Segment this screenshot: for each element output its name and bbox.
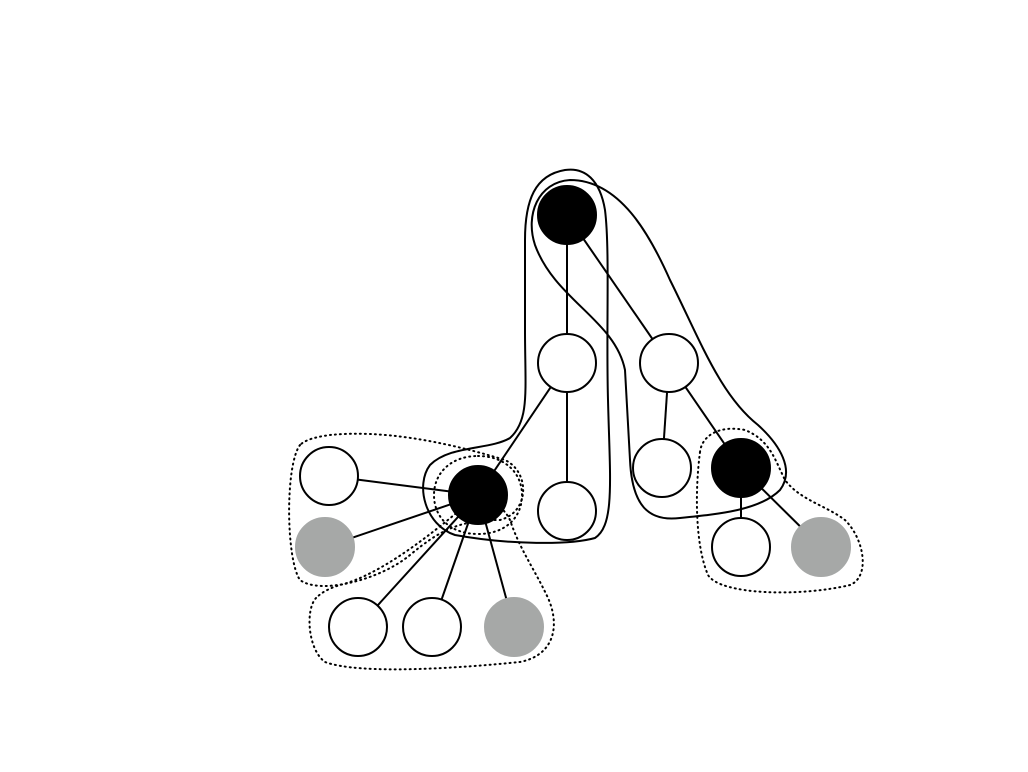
node-n4-black: [448, 465, 508, 525]
edge-n4-n8: [357, 478, 450, 493]
node-n5-white: [537, 481, 597, 541]
edges-layer: [352, 238, 802, 607]
edge-n2-n4: [493, 386, 552, 472]
regions-layer: [288, 168, 864, 671]
node-n13-white: [711, 517, 771, 577]
region-r6: [432, 454, 524, 536]
node-n3-white: [639, 333, 699, 393]
node-n1-black: [537, 185, 597, 245]
edge-n3-n6: [662, 391, 669, 440]
region-r5: [695, 427, 864, 594]
edge-n1-n3: [582, 238, 654, 340]
node-n10-white: [328, 597, 388, 657]
edge-n3-n7: [684, 386, 726, 445]
node-n9-gray: [295, 517, 355, 577]
edge-n4-n10: [376, 515, 460, 607]
region-r4: [308, 500, 555, 671]
nodes-layer: [295, 185, 851, 657]
node-n8-white: [299, 446, 359, 506]
node-n2-white: [537, 333, 597, 393]
node-n11-white: [402, 597, 462, 657]
edge-n4-n9: [352, 503, 451, 539]
edge-n4-n12: [484, 522, 508, 600]
node-n14-gray: [791, 517, 851, 577]
node-n6-white: [632, 438, 692, 498]
edge-n7-n14: [760, 487, 802, 528]
node-n12-gray: [484, 597, 544, 657]
node-n7-black: [711, 438, 771, 498]
region-r2: [530, 178, 788, 520]
edge-n4-n11: [440, 522, 470, 600]
